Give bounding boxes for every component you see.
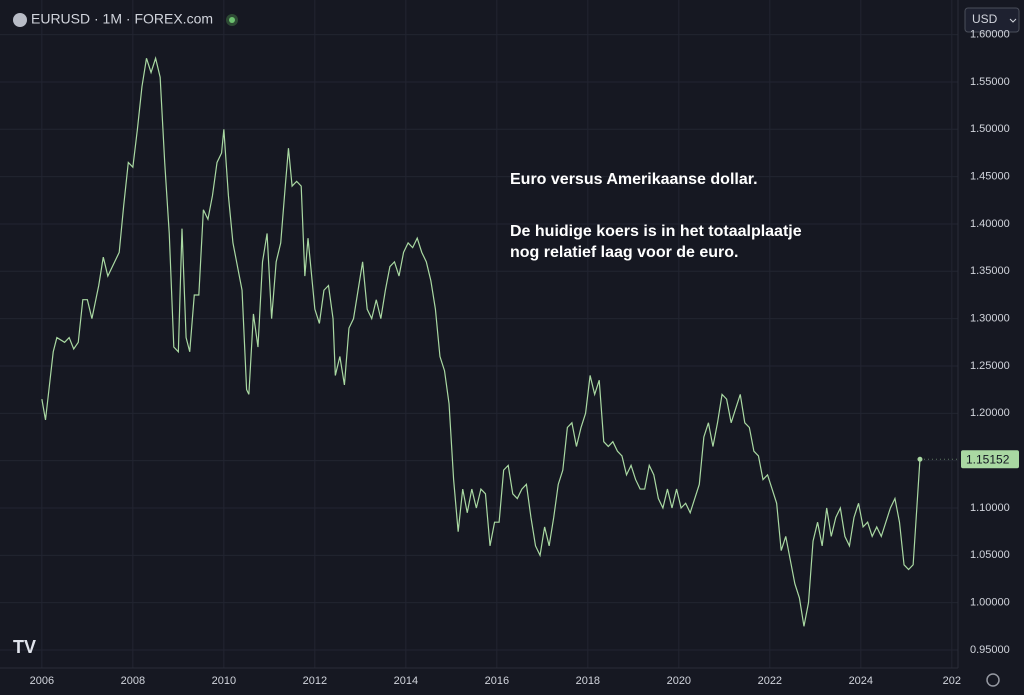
x-tick-label: 2018 [576,675,600,687]
annotation: Euro versus Amerikaanse dollar. [510,171,758,188]
dropdown-arrow [1009,18,1017,23]
y-tick-label: 1.20000 [970,407,1010,419]
y-tick-label: 1.05000 [970,549,1010,561]
x-tick-label: 2012 [303,675,327,687]
currency-select[interactable] [964,7,1020,33]
x-tick-label: 2024 [849,675,873,687]
x-tick-label: 2010 [212,675,236,687]
settings-icon[interactable] [986,673,1000,687]
tv-logo: TV [13,637,36,657]
y-tick-label: 1.00000 [970,597,1010,609]
annotation: nog relatief laag voor de euro. [510,244,739,261]
x-tick-label: 2008 [121,675,145,687]
y-tick-label: 1.35000 [970,265,1010,277]
y-tick-label: 1.25000 [970,360,1010,372]
x-tick-label: 202 [943,675,961,687]
annotation: De huidige koers is in het totaalplaatje [510,223,802,240]
x-tick-label: 2020 [667,675,691,687]
status-indicator [229,17,235,23]
y-tick-label: 1.60000 [970,29,1010,41]
y-tick-label: 1.30000 [970,313,1010,325]
y-tick-label: 1.40000 [970,218,1010,230]
y-tick-label: 1.45000 [970,171,1010,183]
y-tick-label: 1.55000 [970,76,1010,88]
last-price-label: 1.15152 [966,452,1010,466]
symbol-title: EURUSD · 1M · FOREX.com [31,11,213,27]
y-tick-label: 1.10000 [970,502,1010,514]
currency-label: USD [972,12,998,26]
x-tick-label: 2016 [485,675,509,687]
y-tick-label: 0.95000 [970,644,1010,656]
x-tick-label: 2006 [30,675,54,687]
x-tick-label: 2014 [394,675,418,687]
price-line [41,56,921,627]
symbol-logo [13,13,27,27]
x-tick-label: 2022 [758,675,782,687]
y-tick-label: 1.50000 [970,123,1010,135]
last-price-tag [961,450,1019,469]
